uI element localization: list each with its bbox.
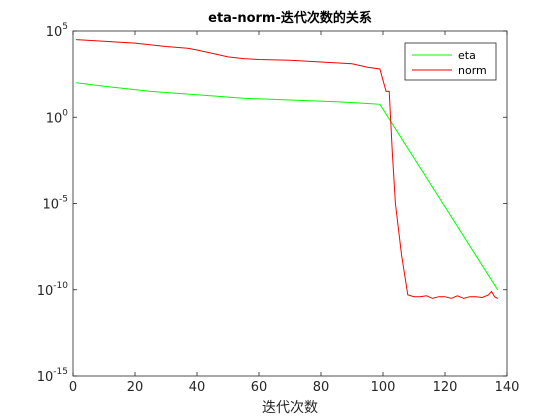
x-tick-label: 0 bbox=[69, 380, 77, 395]
x-tick-label: 140 bbox=[495, 380, 520, 395]
series-lines bbox=[76, 39, 499, 299]
chart-title: eta-norm-迭代次数的关系 bbox=[208, 10, 372, 26]
axes-frame bbox=[72, 30, 508, 377]
x-tick-label: 80 bbox=[313, 380, 330, 395]
y-tick-base: 10 bbox=[46, 25, 63, 40]
y-tick-label: 10-5 bbox=[42, 195, 68, 213]
axes-background bbox=[73, 31, 507, 376]
y-tick-label: 100 bbox=[46, 108, 69, 126]
y-tick-exponent: -5 bbox=[59, 195, 68, 205]
legend: eta norm bbox=[404, 42, 497, 81]
y-tick-exponent: 5 bbox=[62, 22, 68, 32]
y-tick-label: 10-10 bbox=[37, 281, 69, 299]
x-tick-label: 40 bbox=[189, 380, 206, 395]
y-tick-exponent: -15 bbox=[53, 367, 68, 377]
legend-label-eta: eta bbox=[458, 49, 476, 62]
y-tick-label: 10-15 bbox=[37, 367, 68, 385]
y-tick-base: 10 bbox=[42, 198, 59, 213]
legend-items: eta norm bbox=[412, 49, 487, 77]
series-line-eta bbox=[76, 82, 499, 291]
y-tick-base: 10 bbox=[46, 111, 63, 126]
series-line-norm bbox=[76, 39, 498, 299]
y-tick-base: 10 bbox=[37, 284, 54, 299]
x-tick-label: 120 bbox=[433, 380, 458, 395]
y-tick-base: 10 bbox=[37, 370, 54, 385]
x-axis-label: 迭代次数 bbox=[262, 400, 318, 416]
x-tick-label: 100 bbox=[371, 380, 396, 395]
y-tick-exponent: 0 bbox=[62, 108, 68, 118]
y-tick-exponent: -10 bbox=[53, 281, 68, 291]
x-tick-label: 60 bbox=[251, 380, 268, 395]
y-tick-label: 105 bbox=[46, 22, 68, 40]
legend-label-norm: norm bbox=[458, 64, 487, 77]
x-tick-label: 20 bbox=[127, 380, 144, 395]
legend-box bbox=[404, 42, 497, 81]
